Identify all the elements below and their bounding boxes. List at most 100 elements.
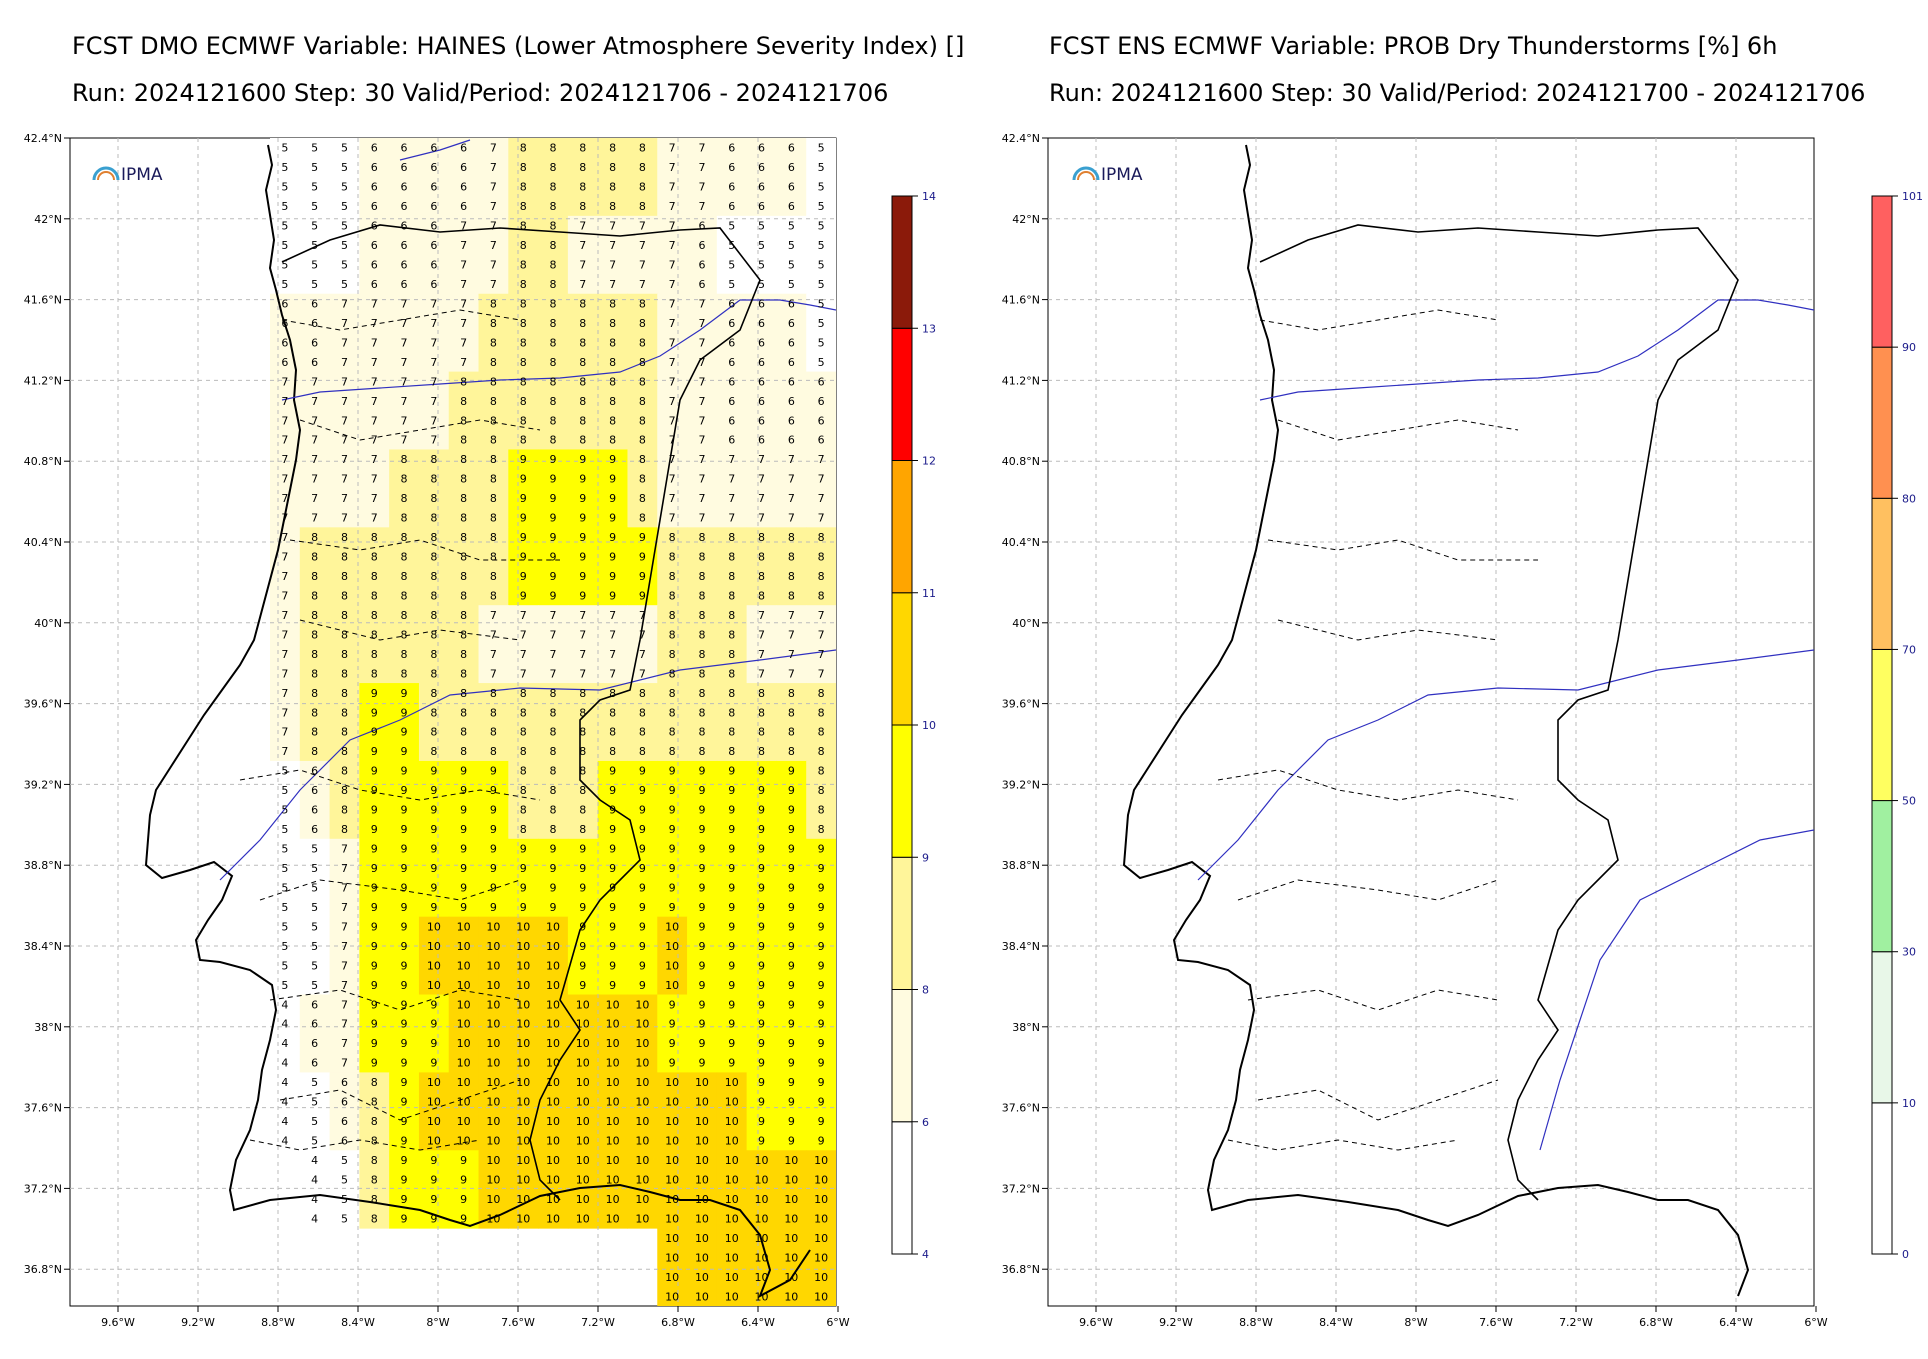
haines-value: 9 bbox=[728, 843, 735, 856]
haines-value: 9 bbox=[401, 1076, 408, 1089]
haines-value: 10 bbox=[576, 1096, 590, 1109]
left-river-minho bbox=[399, 139, 471, 161]
haines-cell bbox=[687, 1150, 718, 1229]
haines-value: 9 bbox=[550, 881, 557, 894]
haines-cell bbox=[389, 605, 420, 684]
haines-value: 8 bbox=[639, 395, 646, 408]
haines-cell bbox=[329, 994, 360, 1073]
haines-value: 9 bbox=[609, 570, 616, 583]
haines-value: 8 bbox=[460, 726, 467, 739]
haines-value: 9 bbox=[371, 940, 378, 953]
haines-value: 8 bbox=[311, 628, 318, 641]
haines-value: 6 bbox=[341, 1115, 348, 1128]
haines-value: 8 bbox=[639, 414, 646, 427]
haines-value: 9 bbox=[401, 920, 408, 933]
haines-value: 10 bbox=[725, 1135, 739, 1148]
haines-value: 9 bbox=[639, 940, 646, 953]
haines-value: 8 bbox=[460, 473, 467, 486]
right-ipma-logo: IPMA bbox=[1072, 165, 1143, 185]
haines-value: 9 bbox=[371, 804, 378, 817]
lat-label: 36.8°N bbox=[1002, 1263, 1040, 1276]
haines-value: 10 bbox=[665, 1232, 679, 1245]
haines-value: 8 bbox=[758, 687, 765, 700]
haines-value: 8 bbox=[341, 628, 348, 641]
haines-value: 9 bbox=[401, 706, 408, 719]
haines-value: 10 bbox=[695, 1076, 709, 1089]
haines-value: 4 bbox=[281, 1096, 288, 1109]
haines-cell bbox=[716, 1228, 748, 1306]
haines-value: 10 bbox=[665, 1076, 679, 1089]
haines-value: 10 bbox=[457, 998, 471, 1011]
haines-value: 8 bbox=[818, 570, 825, 583]
haines-value: 8 bbox=[401, 609, 408, 622]
haines-value: 8 bbox=[550, 336, 557, 349]
right-lat-axis: 42.4°N 42°N 41.6°N 41.2°N 40.8°N 40.4°N 40°N 39… bbox=[1002, 132, 1048, 1276]
lat-label: 38.4°N bbox=[24, 940, 62, 953]
haines-value: 10 bbox=[516, 1115, 530, 1128]
haines-value: 8 bbox=[460, 570, 467, 583]
right-title-line1: FCST ENS ECMWF Variable: PROB Dry Thunde… bbox=[1049, 32, 1778, 60]
haines-value: 7 bbox=[430, 414, 437, 427]
haines-value: 10 bbox=[635, 1115, 649, 1128]
haines-value: 9 bbox=[371, 784, 378, 797]
haines-value: 4 bbox=[281, 1115, 288, 1128]
haines-value: 8 bbox=[460, 434, 467, 447]
haines-value: 8 bbox=[311, 726, 318, 739]
haines-value: 7 bbox=[281, 531, 288, 544]
lat-label: 41.2°N bbox=[24, 374, 62, 387]
haines-value: 10 bbox=[516, 1212, 530, 1225]
haines-value: 6 bbox=[788, 356, 795, 369]
haines-value: 8 bbox=[520, 278, 527, 291]
haines-value: 5 bbox=[281, 278, 288, 291]
colorbar-segment bbox=[891, 1121, 913, 1255]
haines-value: 8 bbox=[609, 414, 616, 427]
haines-value: 7 bbox=[371, 395, 378, 408]
haines-value: 8 bbox=[639, 453, 646, 466]
haines-value: 8 bbox=[550, 278, 557, 291]
lat-label: 38.8°N bbox=[24, 859, 62, 872]
haines-value: 8 bbox=[698, 667, 705, 680]
haines-value: 8 bbox=[430, 453, 437, 466]
haines-value: 8 bbox=[311, 589, 318, 602]
haines-value: 8 bbox=[609, 356, 616, 369]
haines-value: 7 bbox=[460, 356, 467, 369]
haines-value: 9 bbox=[460, 823, 467, 836]
haines-cell bbox=[448, 371, 480, 450]
haines-value: 7 bbox=[669, 317, 676, 330]
haines-value: 9 bbox=[728, 784, 735, 797]
haines-value: 10 bbox=[457, 979, 471, 992]
haines-value: 8 bbox=[639, 706, 646, 719]
haines-value: 8 bbox=[460, 667, 467, 680]
right-river-guadiana bbox=[1539, 829, 1814, 1151]
haines-value: 6 bbox=[430, 220, 437, 233]
haines-value: 9 bbox=[669, 862, 676, 875]
colorbar-label: 9 bbox=[922, 851, 929, 864]
haines-value: 9 bbox=[728, 998, 735, 1011]
haines-cell bbox=[299, 605, 331, 684]
haines-value: 9 bbox=[401, 881, 408, 894]
haines-value: 10 bbox=[546, 940, 560, 953]
haines-value: 9 bbox=[490, 843, 497, 856]
haines-value: 6 bbox=[788, 375, 795, 388]
haines-value: 8 bbox=[341, 551, 348, 564]
haines-value: 7 bbox=[579, 220, 586, 233]
haines-value: 10 bbox=[695, 1251, 709, 1264]
haines-value: 7 bbox=[639, 609, 646, 622]
haines-value: 9 bbox=[818, 843, 825, 856]
haines-cell bbox=[567, 449, 599, 528]
haines-value: 8 bbox=[639, 356, 646, 369]
haines-value: 6 bbox=[311, 356, 318, 369]
haines-cell bbox=[776, 916, 807, 996]
haines-cell bbox=[329, 527, 360, 606]
lat-label: 38°N bbox=[34, 1021, 62, 1034]
haines-value: 7 bbox=[341, 940, 348, 953]
haines-value: 6 bbox=[728, 297, 735, 310]
haines-cell bbox=[329, 838, 360, 918]
haines-value: 7 bbox=[341, 979, 348, 992]
haines-value: 8 bbox=[639, 512, 646, 525]
right-border-spain bbox=[1259, 224, 1739, 1201]
haines-value: 8 bbox=[698, 628, 705, 641]
haines-cell bbox=[776, 138, 807, 217]
haines-value: 10 bbox=[784, 1251, 798, 1264]
haines-value: 9 bbox=[669, 784, 676, 797]
